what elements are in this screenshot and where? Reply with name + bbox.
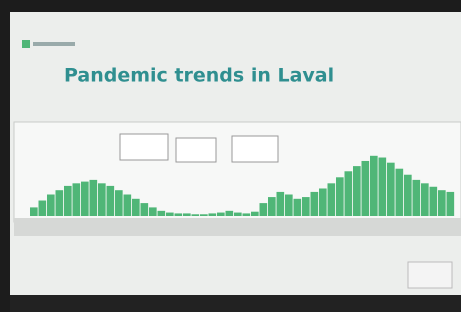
bar [107,186,115,216]
bar [447,192,455,216]
bar [404,175,412,216]
bar [370,156,378,216]
photo: Pandemic trends in Laval [0,0,461,312]
bar [175,213,183,216]
bar [251,212,259,216]
bar [132,199,140,216]
bar [345,171,353,216]
frame-bottom [10,295,461,312]
bar [438,190,446,216]
bar [243,213,251,216]
bar [64,186,72,216]
bar [362,161,370,216]
annotation-box [120,134,168,160]
date-band [14,218,461,236]
bar [226,211,234,216]
bar [183,213,191,216]
bar [141,203,149,216]
bar [285,195,293,217]
bar [277,192,285,216]
bar [200,214,208,216]
bar [39,201,47,216]
bar [319,188,327,216]
footer-logo [408,262,452,288]
bar [311,192,319,216]
slide-title: Pandemic trends in Laval [64,65,334,87]
bar [396,169,404,216]
bar [234,213,242,216]
bar [30,207,38,216]
annotation-box [176,138,216,162]
bar [336,177,344,216]
bar [379,158,387,216]
bar [98,183,106,216]
bar [47,195,55,217]
logo-text [33,42,75,46]
bar [328,183,336,216]
bar [353,166,361,216]
bar [166,213,174,216]
bar [56,190,64,216]
annotation-box [232,136,278,162]
page: Pandemic trends in Laval (() => { const … [0,0,461,312]
bar [73,183,81,216]
bar [149,207,157,216]
bar [302,197,310,216]
bar [387,163,395,216]
bar [413,180,421,216]
bar [124,195,132,217]
bar [260,203,268,216]
bar [421,183,429,216]
bar [192,214,200,216]
bar [115,190,123,216]
bar [217,213,225,216]
bar [209,213,217,216]
logo-mark [22,40,30,48]
bar [158,211,166,216]
bar [81,182,89,216]
bar [294,199,302,216]
bar [430,187,438,216]
bar [90,180,98,216]
bar [268,197,276,216]
